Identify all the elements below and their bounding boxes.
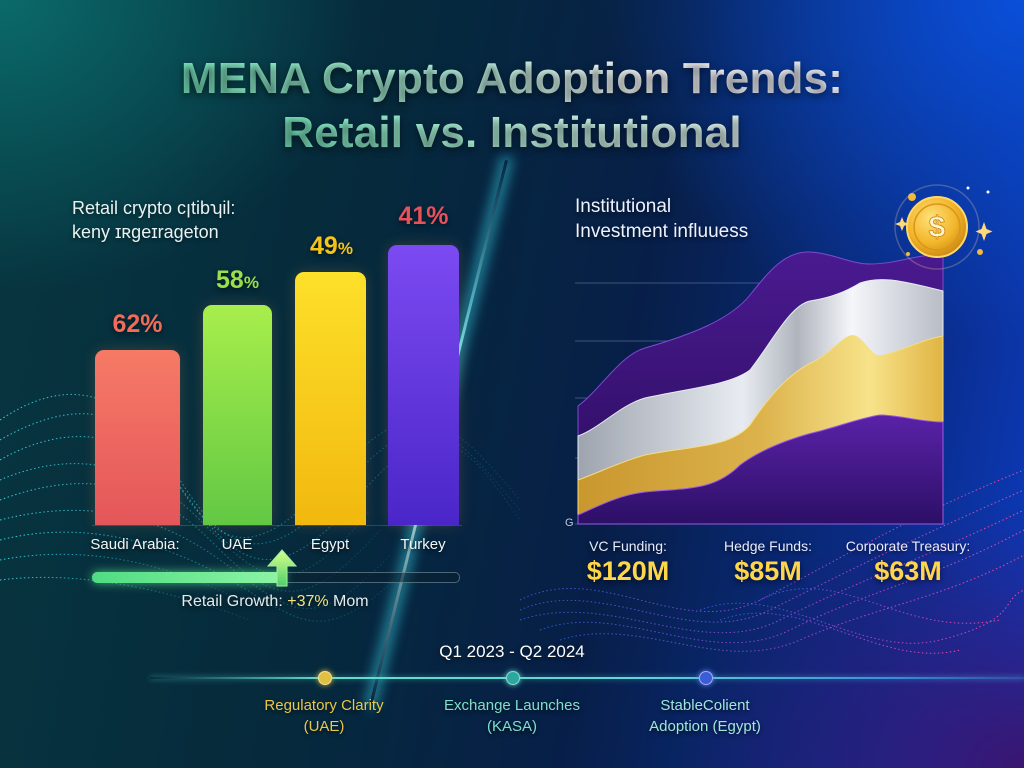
bar-label-turkey: Turkey <box>400 536 446 553</box>
bar-value-saudi-arabia: 62% <box>112 310 163 338</box>
timeline-event-exchange: Exchange Launches (KASA) <box>444 697 580 735</box>
institutional-chart-title: Institutional Investment influuess <box>575 194 748 244</box>
stat-label: VC Funding: <box>589 538 667 554</box>
institutional-title-line-2: Investment influuess <box>575 221 749 242</box>
retail-subtitle-line-1: Retail crypto cꞁtibʮil: <box>72 198 236 218</box>
stat-label: Hedge Funds: <box>724 538 812 554</box>
retail-subtitle-line-2: keny ɪʀgeɪrageton <box>72 222 219 242</box>
bar-egypt <box>295 272 366 525</box>
timeline-dot-exchange <box>506 671 520 685</box>
title-line-2: Retail vs. Institutional <box>282 106 742 160</box>
stat-corporate-treasury: Corporate Treasury: $63M <box>838 538 978 587</box>
arrow-up-icon <box>266 549 298 587</box>
stat-label: Corporate Treasury: <box>845 538 971 554</box>
retail-growth-progress-fill <box>92 572 286 583</box>
bar-value-uae: 58% <box>216 266 259 294</box>
timeline-line <box>150 677 1024 679</box>
bar-label-saudi-arabia: Saudi Arabia: <box>90 536 180 553</box>
institutional-area-chart: G <box>565 251 945 529</box>
stat-hedge-funds: Hedge Funds: $85M <box>712 538 824 587</box>
retail-growth-caption: Retail Growth: +37% Mom <box>181 593 369 610</box>
timeline-period: Q1 2023 - Q2 2024 <box>439 642 585 661</box>
bar-saudi-arabia <box>95 350 180 525</box>
axis-glyph: G <box>565 517 574 529</box>
bar-value-egypt: 49% <box>310 232 353 260</box>
retail-chart-title: Retail crypto cꞁtibʮil: keny ɪʀgeɪrageto… <box>72 196 235 244</box>
bar-label-egypt: Egypt <box>310 536 350 553</box>
timeline-event-stablecoin: StableColient Adoption (Egypt) <box>649 697 761 735</box>
stat-value: $85M <box>734 556 802 586</box>
bar-value-turkey: 41% <box>398 202 449 230</box>
page-title: MENA Crypto Adoption Trends: Retail vs. … <box>0 52 1024 160</box>
dollar-coin-icon: $ <box>894 184 993 270</box>
institutional-title-line-1: Institutional <box>575 196 672 217</box>
bar-chart-baseline <box>92 525 462 526</box>
stat-value: $63M <box>874 556 942 586</box>
bar-turkey <box>388 245 459 525</box>
bar-label-uae: UAE <box>221 536 253 553</box>
stat-vc-funding: VC Funding: $120M <box>572 538 684 587</box>
bar-uae <box>203 305 272 525</box>
svg-text:$: $ <box>929 211 946 244</box>
timeline-event-regulatory: Regulatory Clarity (UAE) <box>264 697 384 735</box>
stat-value: $120M <box>586 556 670 586</box>
title-line-1: MENA Crypto Adoption Trends: <box>181 52 843 106</box>
timeline-dot-regulatory <box>318 671 332 685</box>
timeline-dot-stablecoin <box>699 671 713 685</box>
